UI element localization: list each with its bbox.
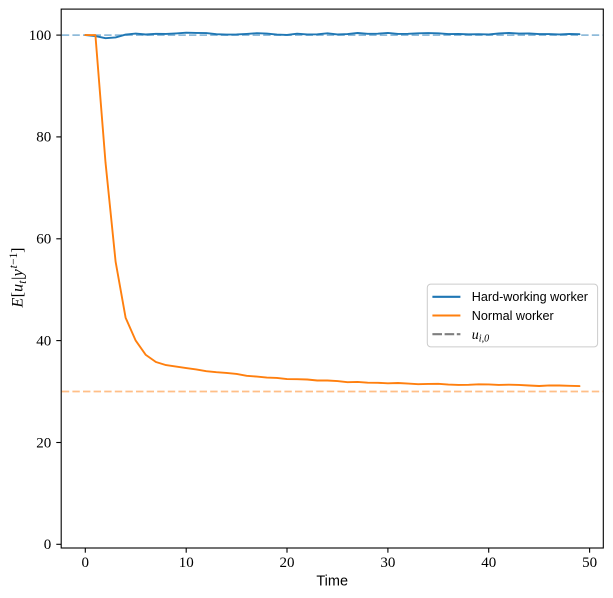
svg-text:10: 10 <box>179 555 194 571</box>
svg-text:Time: Time <box>316 573 348 589</box>
svg-text:Hard-working worker: Hard-working worker <box>472 290 588 304</box>
svg-text:]: ] <box>10 247 27 252</box>
svg-text:30: 30 <box>380 555 395 571</box>
svg-text:50: 50 <box>582 555 597 571</box>
svg-text:20: 20 <box>280 555 295 571</box>
svg-text:40: 40 <box>481 555 496 571</box>
svg-text:100: 100 <box>29 28 52 44</box>
svg-text:20: 20 <box>36 435 51 451</box>
svg-text:−1: −1 <box>8 252 20 264</box>
svg-text:80: 80 <box>36 130 51 146</box>
svg-text:[: [ <box>10 292 27 297</box>
svg-text:t: t <box>8 264 20 268</box>
svg-text:u: u <box>10 284 27 292</box>
svg-text:60: 60 <box>36 232 51 248</box>
svg-text:y: y <box>10 268 27 278</box>
svg-text:40: 40 <box>36 333 51 349</box>
svg-text:Normal worker: Normal worker <box>472 309 554 323</box>
svg-text:E: E <box>10 298 27 309</box>
svg-text:0: 0 <box>44 537 52 553</box>
svg-text:t: t <box>17 280 29 284</box>
svg-text:|: | <box>10 277 27 280</box>
svg-text:0: 0 <box>82 555 90 571</box>
